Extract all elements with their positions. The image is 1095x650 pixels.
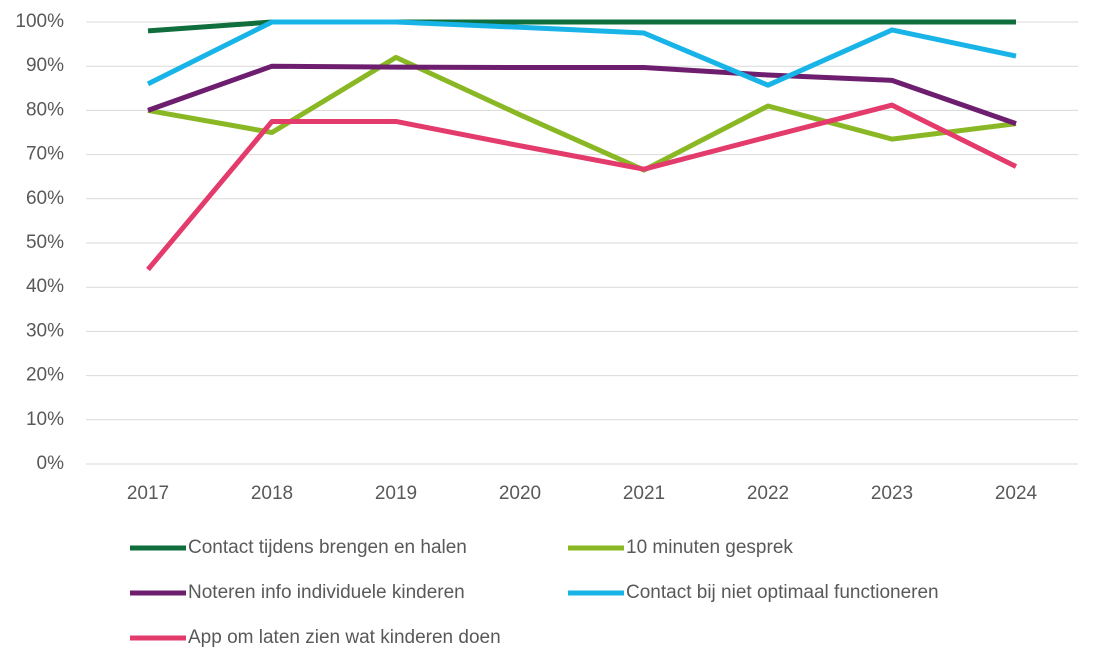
legend-label: App om laten zien wat kinderen doen [188, 627, 501, 648]
y-tick-label: 20% [26, 365, 64, 386]
y-tick-label: 90% [26, 55, 64, 76]
x-tick-label: 2017 [127, 483, 169, 504]
y-tick-label: 100% [15, 11, 64, 32]
x-tick-label: 2020 [499, 483, 541, 504]
series-line [147, 63, 1017, 127]
y-tick-label: 40% [26, 276, 64, 297]
y-tick-label: 10% [26, 409, 64, 430]
y-tick-label: 0% [37, 453, 65, 474]
legend-label: Contact tijdens brengen en halen [188, 537, 467, 558]
x-tick-label: 2022 [747, 483, 789, 504]
y-tick-label: 50% [26, 232, 64, 253]
y-tick-label: 80% [26, 99, 64, 120]
legend-label: Contact bij niet optimaal functioneren [626, 582, 939, 603]
x-tick-label: 2024 [995, 483, 1038, 504]
legend-label: 10 minuten gesprek [626, 537, 793, 558]
x-tick-label: 2021 [623, 483, 665, 504]
x-tick-label: 2018 [251, 483, 293, 504]
y-tick-label: 30% [26, 320, 64, 341]
legend-label: Noteren info individuele kinderen [188, 582, 465, 603]
series-line [146, 19, 1017, 88]
y-tick-label: 70% [26, 144, 64, 165]
x-tick-label: 2019 [375, 483, 417, 504]
y-tick-label: 60% [26, 188, 64, 209]
series-line [147, 54, 1017, 173]
series-line [146, 102, 1018, 272]
x-tick-label: 2023 [871, 483, 913, 504]
